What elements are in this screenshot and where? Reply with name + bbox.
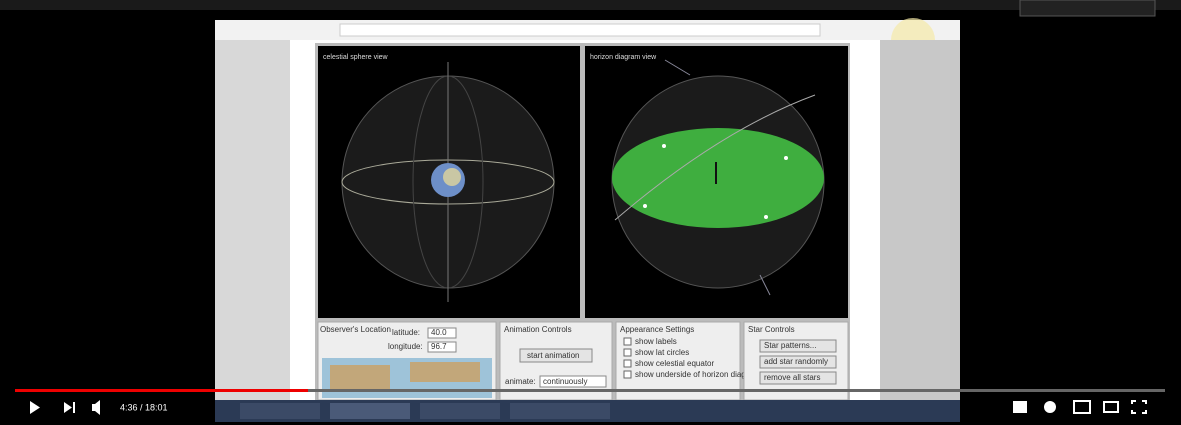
select-value: continuously <box>543 377 587 386</box>
fullscreen-button[interactable] <box>1131 400 1147 414</box>
panel-title: Animation Controls <box>504 325 572 334</box>
address-bar[interactable] <box>339 23 821 37</box>
task-item[interactable] <box>330 403 410 419</box>
volume-button[interactable] <box>92 400 100 415</box>
task-item[interactable] <box>240 403 320 419</box>
checkbox[interactable] <box>623 359 632 368</box>
label: latitude: <box>392 328 420 337</box>
progress-track[interactable] <box>15 389 1165 392</box>
task-item[interactable] <box>420 403 500 419</box>
theater-button[interactable] <box>1103 401 1119 413</box>
miniplayer-button[interactable] <box>1073 400 1091 414</box>
select[interactable] <box>539 375 607 388</box>
top-bar <box>0 0 1181 10</box>
input[interactable] <box>427 327 457 339</box>
task-item[interactable] <box>510 403 610 419</box>
option-label: show underside of horizon diagram <box>635 370 760 379</box>
axis <box>759 274 771 296</box>
panel-title: Appearance Settings <box>620 325 694 334</box>
panel-title: Star Controls <box>748 325 795 334</box>
settings-button[interactable] <box>1044 401 1056 413</box>
play-button[interactable] <box>30 401 40 414</box>
latitude-value: 40.0 <box>431 328 447 337</box>
option-label: show celestial equator <box>635 359 714 368</box>
label-marker <box>643 204 647 208</box>
option-label: show lat circles <box>635 348 689 357</box>
checkbox[interactable] <box>623 337 632 346</box>
label: longitude: <box>388 342 423 351</box>
button-label: remove all stars <box>764 373 820 382</box>
button[interactable] <box>759 371 837 385</box>
captions-button[interactable] <box>1013 401 1027 413</box>
top-widget <box>1019 0 1156 17</box>
earth-land <box>443 168 461 186</box>
progress-played[interactable] <box>15 389 308 392</box>
button-label: start animation <box>527 351 579 360</box>
checkbox[interactable] <box>623 370 632 379</box>
view-title: celestial sphere view <box>323 54 389 61</box>
button[interactable] <box>759 339 837 353</box>
checkbox[interactable] <box>623 348 632 357</box>
option-label: show labels <box>635 337 677 346</box>
input[interactable] <box>427 341 457 353</box>
button-label: add star randomly <box>764 357 828 366</box>
map-land <box>330 365 390 390</box>
celestial-equator <box>614 94 816 221</box>
panel-title: Observer's Location <box>320 325 391 334</box>
map-land <box>410 362 480 382</box>
label-marker <box>784 156 788 160</box>
next-button[interactable] <box>64 402 75 413</box>
view-title: horizon diagram view <box>590 54 657 61</box>
horizon-plane <box>612 128 824 228</box>
button[interactable] <box>759 355 837 369</box>
time-display: 4:36 / 18:01 <box>120 402 168 412</box>
longitude-value: 96.7 <box>431 342 447 351</box>
button[interactable] <box>519 348 593 363</box>
label-marker <box>662 144 666 148</box>
label: animate: <box>505 377 536 386</box>
button-label: Star patterns... <box>764 341 816 350</box>
label-marker <box>764 215 768 219</box>
axis <box>664 59 691 76</box>
page-margin <box>880 40 960 400</box>
appearance-panel <box>615 321 741 401</box>
